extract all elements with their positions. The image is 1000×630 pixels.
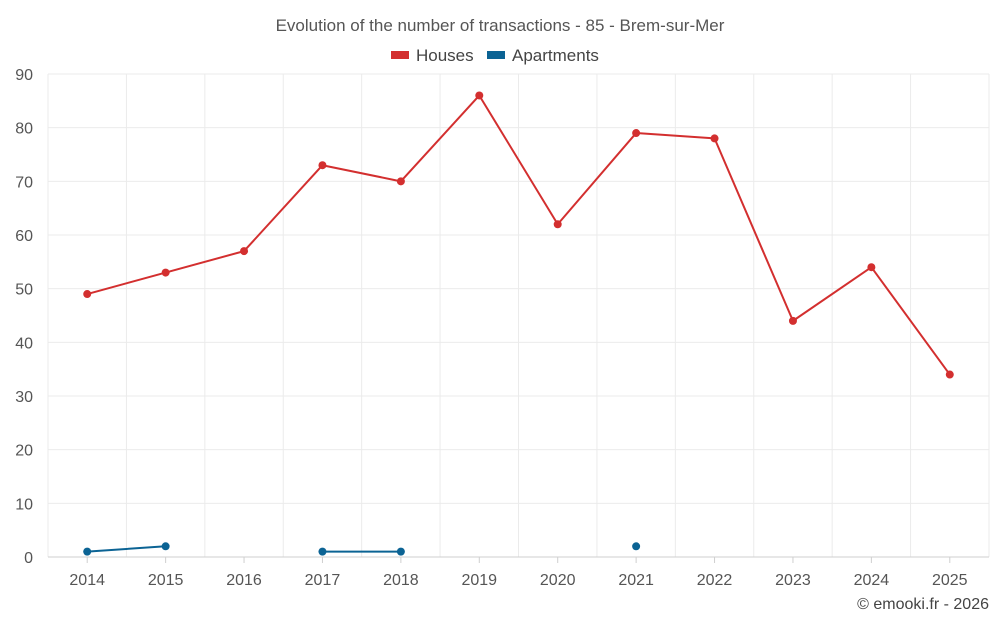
- x-tick-label: 2022: [697, 572, 733, 589]
- series-line-houses: [556, 132, 638, 226]
- series-line-houses: [243, 164, 324, 253]
- credit-text: © emooki.fr - 2026: [857, 596, 989, 613]
- series-line-houses: [478, 94, 559, 226]
- x-tick-label: 2016: [226, 572, 262, 589]
- data-point-apartments[interactable]: [161, 542, 170, 551]
- legend-swatch-apartments: [487, 51, 505, 59]
- y-tick-label: 70: [15, 174, 33, 191]
- data-point-apartments[interactable]: [632, 542, 641, 551]
- series-apartments: [83, 542, 641, 556]
- y-tick-label: 30: [15, 389, 33, 406]
- series-line-houses: [399, 94, 481, 183]
- series-line-houses: [164, 250, 246, 274]
- y-tick-label: 10: [15, 496, 33, 513]
- x-tick-label: 2015: [148, 572, 184, 589]
- y-tick-label: 20: [15, 443, 33, 460]
- chart-title: Evolution of the number of transactions …: [276, 16, 725, 35]
- series-line-houses: [86, 271, 167, 296]
- data-point-houses[interactable]: [240, 247, 249, 256]
- x-tick-label: 2019: [461, 572, 497, 589]
- x-tick-label: 2018: [383, 572, 419, 589]
- data-point-houses[interactable]: [553, 220, 562, 229]
- axes: 0 10 20 30 40 50 60 70 80 90 2014 2015 2016 2017 2018 2…: [15, 67, 989, 589]
- data-point-houses[interactable]: [867, 263, 876, 272]
- series-line-houses: [635, 132, 716, 140]
- series-line-apartments: [86, 545, 167, 553]
- data-point-apartments[interactable]: [318, 547, 327, 556]
- y-tick-label: 80: [15, 121, 33, 138]
- grid: [47, 73, 990, 557]
- data-point-houses[interactable]: [475, 91, 484, 100]
- data-point-houses[interactable]: [161, 268, 170, 277]
- data-point-apartments[interactable]: [83, 547, 92, 556]
- legend-label-apartments[interactable]: Apartments: [512, 46, 599, 65]
- y-tick-label: 60: [15, 228, 33, 245]
- data-point-houses[interactable]: [318, 161, 327, 170]
- legend-swatch-houses: [391, 51, 409, 59]
- data-point-houses[interactable]: [788, 316, 797, 325]
- x-tick-label: 2025: [932, 572, 968, 589]
- data-point-houses[interactable]: [945, 370, 954, 379]
- data-point-houses[interactable]: [632, 129, 641, 138]
- x-tick-label: 2023: [775, 572, 811, 589]
- series-layer: [83, 91, 954, 556]
- data-point-houses[interactable]: [396, 177, 405, 186]
- data-point-apartments[interactable]: [396, 547, 405, 556]
- y-tick-label: 90: [15, 67, 33, 84]
- series-line-houses: [791, 266, 873, 322]
- x-tick-label: 2021: [618, 572, 654, 589]
- series-houses: [83, 91, 954, 379]
- x-tick-label: 2020: [540, 572, 576, 589]
- series-line-houses: [713, 137, 794, 322]
- series-line-houses: [321, 164, 402, 183]
- x-tick-label: 2024: [854, 572, 890, 589]
- y-tick-label: 0: [24, 550, 33, 567]
- x-tick-label: 2014: [69, 572, 105, 589]
- data-point-houses[interactable]: [83, 290, 92, 299]
- legend: Houses Apartments: [391, 46, 599, 65]
- series-line-houses: [870, 266, 951, 376]
- x-tick-label: 2017: [305, 572, 341, 589]
- legend-label-houses[interactable]: Houses: [416, 46, 474, 65]
- data-point-houses[interactable]: [710, 134, 719, 143]
- y-tick-label: 40: [15, 335, 33, 352]
- y-tick-label: 50: [15, 282, 33, 299]
